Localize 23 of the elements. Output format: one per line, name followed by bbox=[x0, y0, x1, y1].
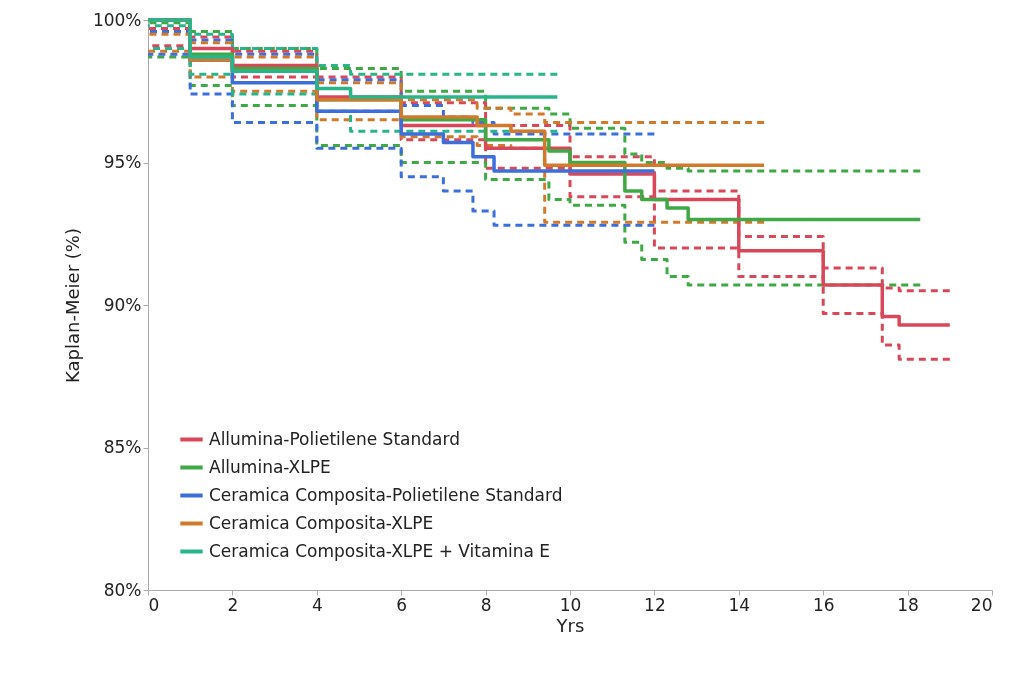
legend-label: Allumina-XLPE bbox=[209, 456, 331, 477]
legend-label: Ceramica Composita-Polietilene Standard bbox=[209, 484, 563, 505]
x-axis-title: Yrs bbox=[555, 614, 585, 636]
y-tick-label: 100% bbox=[92, 9, 142, 30]
x-tick-label: 6 bbox=[396, 594, 408, 615]
x-tick-label: 12 bbox=[644, 594, 666, 615]
y-tick-label: 95% bbox=[103, 152, 142, 172]
x-tick-label: 0 bbox=[148, 594, 160, 615]
x-tick-label: 20 bbox=[970, 594, 993, 615]
x-tick-label: 10 bbox=[559, 594, 582, 615]
x-tick-label: 8 bbox=[480, 594, 492, 615]
legend-label: Ceramica Composita-XLPE + Vitamina E bbox=[209, 540, 551, 561]
x-tick-label: 14 bbox=[728, 594, 751, 615]
y-tick-label: 80% bbox=[103, 579, 142, 600]
x-tick-label: 18 bbox=[897, 594, 919, 615]
x-tick-label: 2 bbox=[227, 594, 239, 615]
legend-label: Allumina-Polietilene Standard bbox=[209, 428, 460, 449]
y-tick-label: 85% bbox=[103, 437, 142, 457]
x-tick-label: 16 bbox=[812, 594, 835, 615]
x-tick-label: 4 bbox=[311, 594, 323, 615]
y-tick-label: 90% bbox=[103, 294, 142, 315]
legend-label: Ceramica Composita-XLPE bbox=[209, 512, 434, 533]
y-axis-title: Kaplan-Meier (%) bbox=[61, 228, 83, 383]
